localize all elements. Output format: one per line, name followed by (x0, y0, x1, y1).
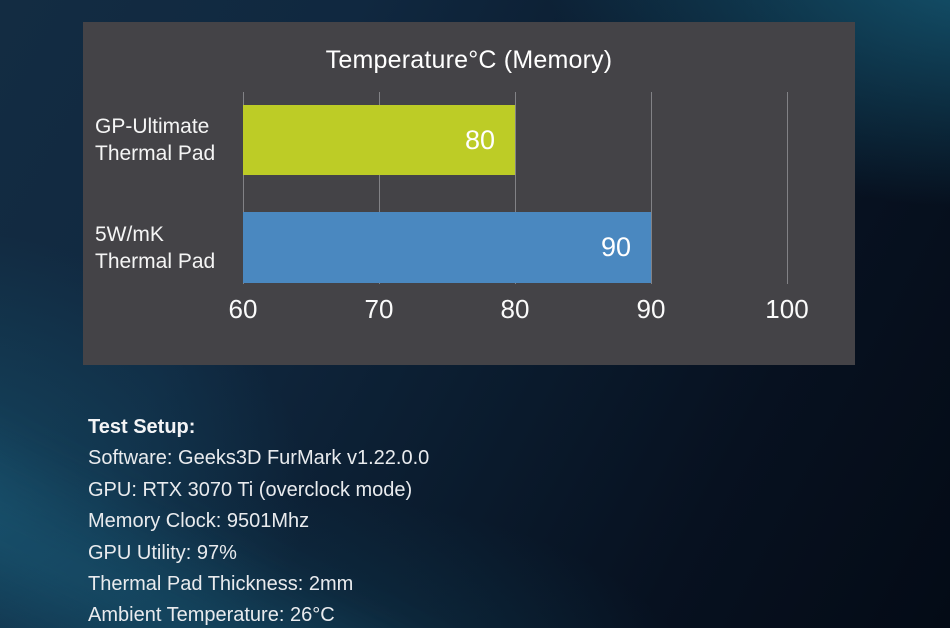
test-setup-pad-thickness: Thermal Pad Thickness: 2mm (88, 573, 354, 596)
gridline-60 (243, 92, 244, 284)
test-setup-software: Software: Geeks3D FurMark v1.22.0.0 (88, 447, 430, 470)
test-setup-gpu: GPU: RTX 3070 Ti (overclock mode) (88, 478, 413, 501)
bar-gp-ultimate-thermal-pad: 80 (243, 105, 515, 175)
test-setup-heading: Test Setup: (88, 416, 196, 438)
category-label-line: 5W/mK (95, 222, 164, 246)
category-label-line: Thermal Pad (95, 142, 216, 165)
x-tick-80: 80 (500, 294, 530, 324)
gridline-80 (514, 92, 516, 284)
category-label-line: GP-Ultimate (95, 115, 210, 138)
chart-title: Temperature°C (Memory) (325, 46, 613, 74)
test-setup-memory-clock: Memory Clock: 9501Mhz (88, 510, 310, 533)
category-label-line: Thermal Pad (95, 249, 216, 273)
gridline-70 (378, 92, 380, 284)
x-tick-60: 60 (228, 294, 258, 324)
bar-5wmk-thermal-pad: 90 (243, 212, 651, 283)
bar-row-5wmk: 90 (243, 212, 855, 283)
memory-temperature-chart-panel: Temperature°C (Memory) 80 90 60 70 80 90… (83, 22, 855, 365)
bar-row-gp-ultimate: 80 (243, 105, 855, 175)
category-label-gp-ultimate: GP-Ultimate Thermal Pad (95, 105, 237, 175)
bar-value-gp-ultimate: 80 (464, 124, 495, 155)
plot-area: 80 90 60 70 80 90 100 (229, 92, 855, 324)
x-tick-90: 90 (636, 294, 666, 324)
test-setup-block: Test Setup: Software: Geeks3D FurMark v1… (88, 412, 429, 628)
test-setup-ambient-temp: Ambient Temperature: 26°C (88, 604, 335, 627)
bar-value-5wmk: 90 (600, 232, 631, 262)
test-setup-gpu-utility: GPU Utility: 97% (88, 541, 237, 564)
x-tick-70: 70 (364, 294, 394, 324)
category-label-5wmk: 5W/mK Thermal Pad (95, 212, 237, 283)
x-tick-100: 100 (765, 294, 809, 324)
gridline-90 (651, 92, 652, 284)
gridline-100 (786, 92, 788, 284)
